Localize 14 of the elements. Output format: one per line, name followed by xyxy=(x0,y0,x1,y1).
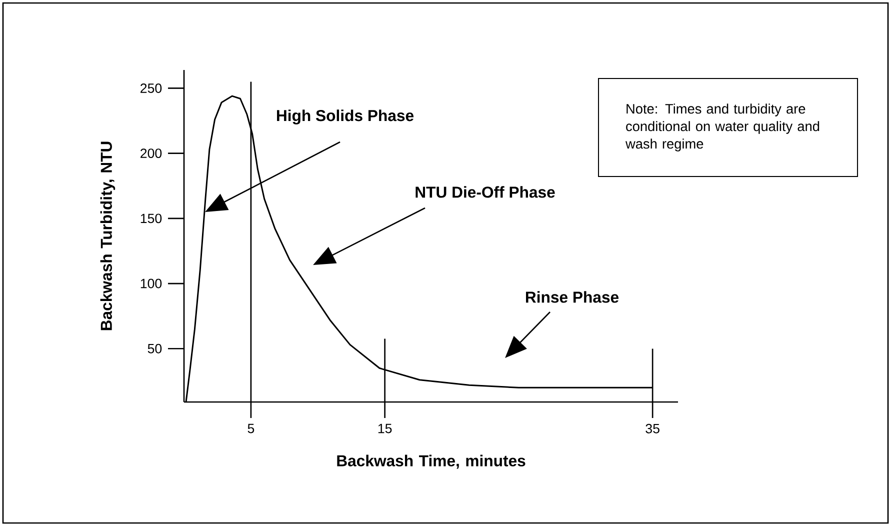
annotation: High Solids Phase xyxy=(277,110,414,124)
x-tick-label: 15 xyxy=(378,424,392,434)
y-tick-label: 50 xyxy=(148,344,162,354)
annotation: Note: Times and turbidity are conditional on water quality and wash regime xyxy=(625,104,820,152)
annotation: NTU Die-Off Phase xyxy=(416,186,555,198)
y-tick-label: 150 xyxy=(140,214,162,224)
x-tick-label: 5 xyxy=(248,424,254,434)
x-axis-title: Backwash Time, minutes xyxy=(337,454,526,469)
y-axis-title: Backwash Turbidity, NTU xyxy=(100,142,116,330)
y-tick-label: 250 xyxy=(140,84,162,93)
y-tick-label: 100 xyxy=(140,278,162,288)
y-tick-label: 200 xyxy=(140,148,162,158)
x-tick-label: 35 xyxy=(646,424,660,434)
annotation: Rinse Phase xyxy=(526,291,619,303)
